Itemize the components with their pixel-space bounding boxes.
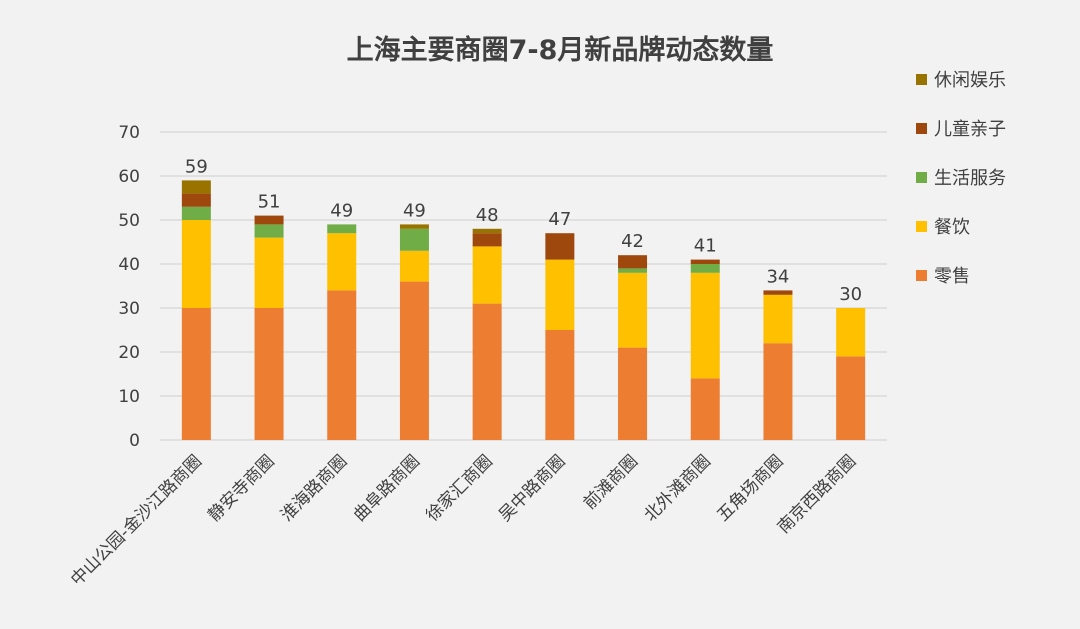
legend-label: 零售 [934,266,970,287]
bar-segment [181,193,211,207]
data-label: 49 [403,200,426,221]
data-label: 42 [621,231,644,252]
data-label: 49 [330,200,353,221]
bar-segment [836,308,866,357]
bar-segment [545,330,575,440]
bar-segment [690,264,720,273]
bar-segment [327,224,357,234]
bar-segment [181,220,211,308]
bar-segment [472,228,502,234]
bar-segment [618,347,648,440]
legend-label: 生活服务 [934,168,1006,189]
category-label: 静安寺商圈 [204,451,278,525]
category-label: 中山公园-金沙江路商圈 [67,451,206,590]
data-label: 34 [766,266,789,287]
bar-segment [763,343,793,440]
bar-segment [254,237,284,308]
legend-swatch [916,74,927,85]
y-tick-label: 30 [118,299,140,319]
bar-segment [618,272,648,348]
legend-swatch [916,270,927,281]
bar-segment [690,378,720,440]
bar-segment [181,206,211,220]
legend-swatch [916,123,927,134]
bar-segment [254,308,284,440]
data-label: 59 [185,156,208,177]
bar-segment [181,308,211,440]
bar-segment [545,233,575,260]
bar-segment [472,303,502,440]
bar-segment [545,259,575,330]
data-label: 51 [258,192,281,213]
bar-segment [618,255,648,269]
y-tick-label: 40 [118,255,140,275]
bar-segment [763,294,793,344]
bar-segment [254,224,284,238]
category-label: 淮海路商圈 [277,451,351,525]
bar-segment [836,356,866,440]
legend-label: 休闲娱乐 [934,70,1006,91]
y-tick-label: 0 [129,431,140,451]
bar-segment [399,224,429,229]
y-tick-label: 60 [118,167,140,187]
bar-segment [399,281,429,440]
legend-swatch [916,221,927,232]
bar-segment [472,246,502,304]
bar-segment [690,272,720,379]
legend-label: 餐饮 [934,217,970,238]
category-label: 吴中路商圈 [495,451,569,525]
category-label: 北外滩商圈 [641,451,715,525]
bar-segment [181,180,211,194]
bar-segment [399,250,429,282]
data-label: 47 [548,209,571,230]
bar-segment [399,228,429,251]
category-label: 曲阜路商圈 [350,451,424,525]
legend-label: 儿童亲子 [934,119,1006,140]
data-label: 48 [476,205,499,226]
data-label: 41 [694,236,717,257]
bar-segment [254,215,284,225]
legend-swatch [916,172,927,183]
category-label: 五角场商圈 [713,451,787,525]
bar-segment [618,268,648,273]
category-label: 南京西路商圈 [774,451,860,537]
bar-segment [327,290,357,440]
data-label: 30 [839,284,862,305]
bar-segment [690,259,720,264]
category-label: 徐家汇商圈 [422,451,496,525]
y-tick-label: 50 [118,211,140,231]
chart-title: 上海主要商圈7-8月新品牌动态数量 [346,35,774,66]
bar-segment [327,233,357,291]
y-tick-label: 20 [118,343,140,363]
y-tick-label: 70 [118,123,140,143]
bar-segment [763,290,793,295]
y-tick-label: 10 [118,387,140,407]
bar-segment [472,233,502,247]
category-label: 前滩商圈 [580,451,642,513]
